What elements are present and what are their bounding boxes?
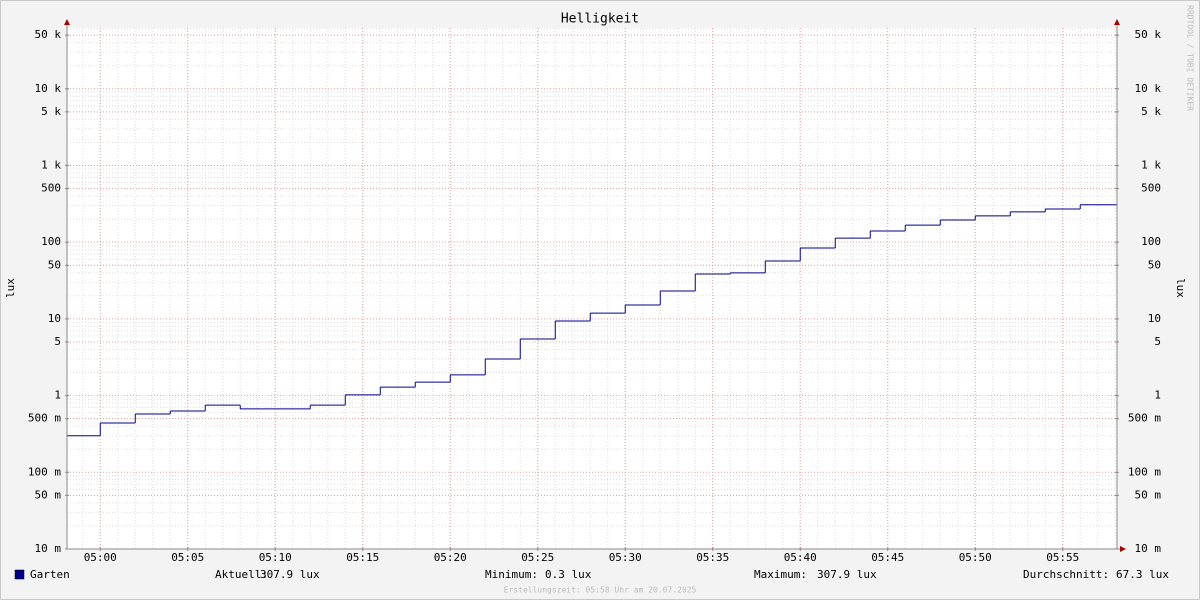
stat-label: Aktuell: xyxy=(215,568,268,581)
stat-value: 0.3 lux xyxy=(545,568,592,581)
y2-tick-label: 100 m xyxy=(1128,465,1161,478)
x-tick-label: 05:55 xyxy=(1046,551,1079,564)
stat-value: 307.9 lux xyxy=(260,568,320,581)
axis-arrow xyxy=(64,19,70,25)
y2-tick-label: 10 xyxy=(1148,312,1161,325)
stat-label: Durchschnitt: xyxy=(1023,568,1109,581)
x-tick-label: 05:50 xyxy=(959,551,992,564)
y2-tick-label: 100 xyxy=(1141,235,1161,248)
y-tick-label: 5 xyxy=(54,335,61,348)
y2-tick-label: 10 m xyxy=(1135,542,1162,555)
y-axis-label: lux xyxy=(4,278,17,298)
y2-tick-label: 1 xyxy=(1154,389,1161,402)
x-tick-label: 05:45 xyxy=(871,551,904,564)
stat-value: 67.3 lux xyxy=(1116,568,1169,581)
x-tick-label: 05:25 xyxy=(521,551,554,564)
marks xyxy=(67,204,1117,437)
x-tick-label: 05:35 xyxy=(696,551,729,564)
y-tick-label: 50 xyxy=(48,258,61,271)
watermark: RRDTOOL / TOBI OETIKER xyxy=(1186,5,1195,111)
legend-swatch xyxy=(14,569,25,580)
y2-tick-label: 1 k xyxy=(1141,158,1161,171)
y-tick-label: 100 m xyxy=(28,465,61,478)
y-tick-label: 50 k xyxy=(35,28,62,41)
y-tick-label: 1 k xyxy=(41,158,61,171)
y2-tick-label: 500 xyxy=(1141,182,1161,195)
stat-value: 307.9 lux xyxy=(817,568,877,581)
y-tick-label: 1 xyxy=(54,389,61,402)
axis-arrow xyxy=(1114,19,1120,25)
footer: Erstellungszeit: 05:58 Uhr am 20.07.2025 xyxy=(504,586,697,595)
y2-tick-label: 5 xyxy=(1154,335,1161,348)
stat-label: Minimum: xyxy=(485,568,538,581)
y-tick-label: 100 xyxy=(41,235,61,248)
grid xyxy=(65,28,1119,551)
x-tick-label: 05:10 xyxy=(259,551,292,564)
y2-tick-label: 50 m xyxy=(1135,488,1162,501)
y2-tick-label: 500 m xyxy=(1128,412,1161,425)
stat-label: Maximum: xyxy=(754,568,807,581)
y-tick-label: 10 xyxy=(48,312,61,325)
y-tick-label: 50 m xyxy=(35,488,62,501)
y-tick-label: 5 k xyxy=(41,105,61,118)
y-tick-label: 500 xyxy=(41,182,61,195)
y2-tick-label: 50 k xyxy=(1135,28,1162,41)
x-tick-label: 05:30 xyxy=(609,551,642,564)
plot-area xyxy=(67,28,1117,549)
axis-arrow xyxy=(1120,546,1126,552)
x-tick-label: 05:40 xyxy=(784,551,817,564)
y-tick-label: 10 k xyxy=(35,82,62,95)
y-tick-label: 10 m xyxy=(35,542,62,555)
chart-title: Helligkeit xyxy=(561,12,639,27)
y2-tick-label: 5 k xyxy=(1141,105,1161,118)
x-tick-label: 05:05 xyxy=(171,551,204,564)
y2-tick-label: 50 xyxy=(1148,258,1161,271)
x-tick-label: 05:00 xyxy=(84,551,117,564)
legend-label: Garten xyxy=(30,568,70,581)
x-tick-label: 05:15 xyxy=(346,551,379,564)
x-tick-label: 05:20 xyxy=(434,551,467,564)
y2-axis-label: lux xyxy=(1174,278,1187,298)
y-tick-label: 500 m xyxy=(28,412,61,425)
y2-tick-label: 10 k xyxy=(1135,82,1162,95)
